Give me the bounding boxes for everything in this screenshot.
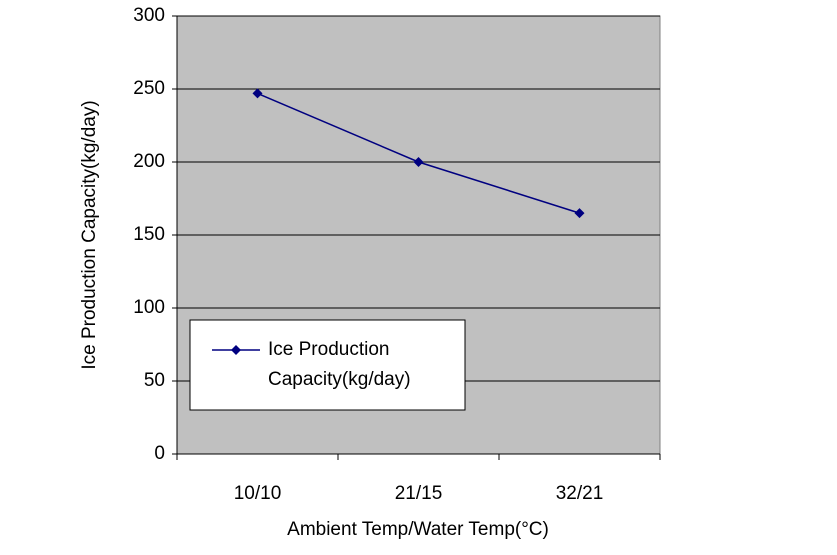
x-axis-label: Ambient Temp/Water Temp(°C)	[287, 519, 549, 540]
y-tick-label: 150	[133, 224, 165, 245]
y-tick-label: 0	[154, 443, 165, 464]
data-point	[574, 208, 585, 219]
legend-marker	[231, 345, 241, 355]
y-tick-label: 200	[133, 151, 165, 172]
y-axis-label: Ice Production Capacity(kg/day)	[79, 100, 100, 369]
data-point	[252, 88, 263, 99]
legend-box	[189, 319, 466, 411]
legend-label: Ice Production Capacity(kg/day)	[268, 339, 411, 390]
y-tick-label: 300	[133, 5, 165, 26]
data-point	[413, 157, 424, 167]
legend-entry: Ice Production Capacity(kg/day)	[268, 339, 411, 390]
y-tick-label: 250	[133, 78, 165, 99]
x-tick-label: 21/15	[395, 483, 443, 504]
x-tick-label: 32/21	[556, 483, 604, 504]
x-tick-label: 10/10	[234, 483, 282, 504]
y-tick-label: 100	[133, 297, 165, 318]
y-tick-label: 50	[144, 370, 165, 391]
